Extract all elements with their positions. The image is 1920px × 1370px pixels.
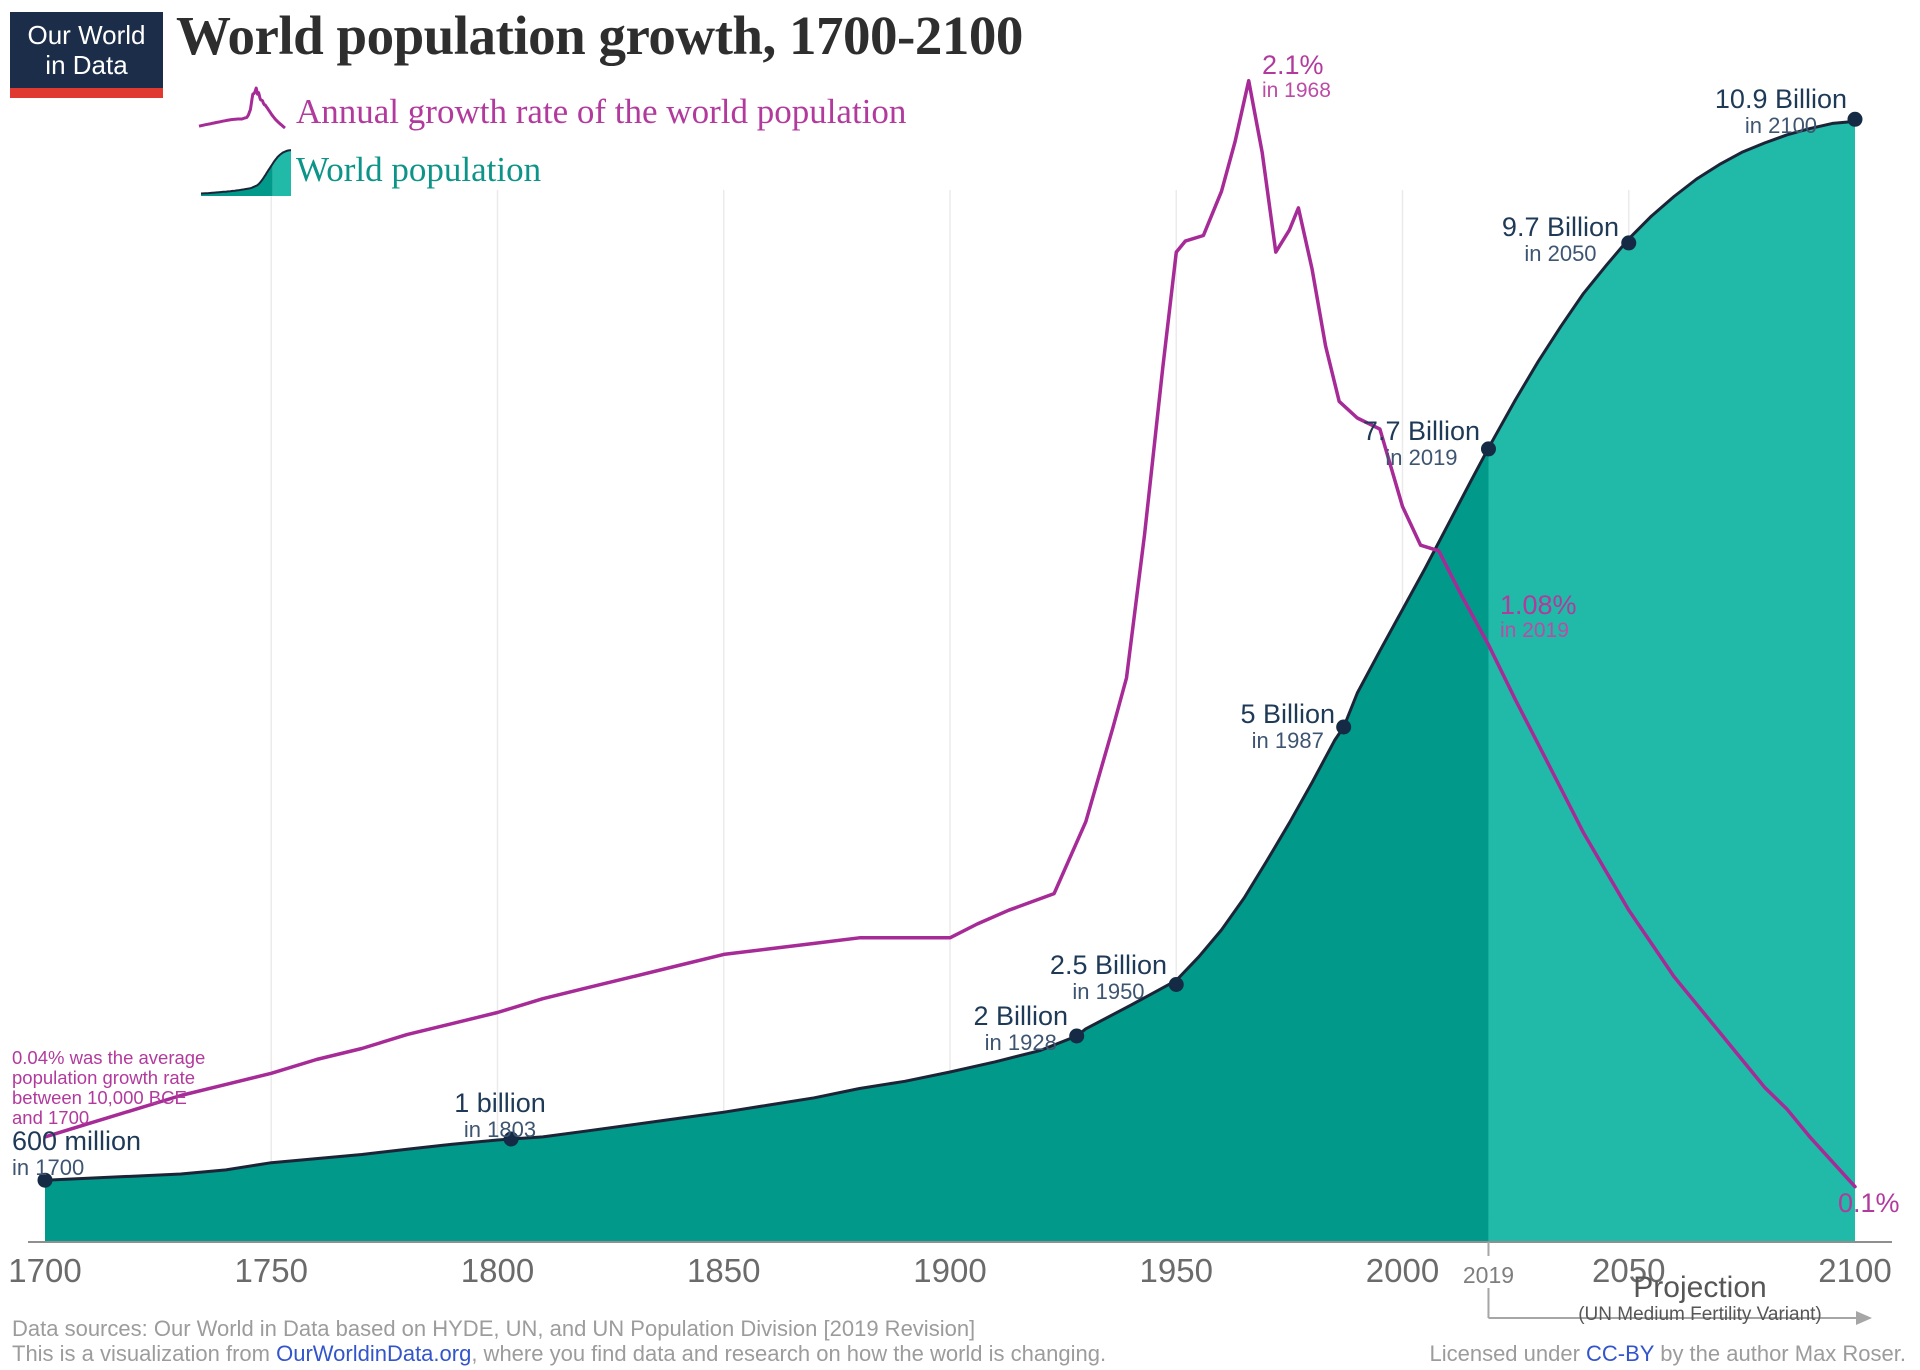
footer-license: Licensed under CC-BY by the author Max R… <box>1429 1341 1906 1367</box>
x-tick-label-2000: 2000 <box>1365 1252 1440 1289</box>
projection-arrow-head <box>1856 1311 1872 1325</box>
annotation-year: in 1928 <box>984 1030 1057 1055</box>
projection-label: Projection <box>1633 1271 1767 1304</box>
annotation-2-5-billion-1950: 2.5 Billion in 1950 <box>1050 950 1167 1003</box>
viz-suffix: , where you find data and research on ho… <box>471 1341 1107 1366</box>
data-point-dot-2050 <box>1621 235 1637 251</box>
note-line: and 1700 <box>12 1107 90 1128</box>
world-population-legend-icon <box>200 149 292 196</box>
projection-note: Projection (UN Medium Fertility Variant) <box>1530 1272 1870 1325</box>
owid-link[interactable]: OurWorldinData.org <box>276 1341 472 1366</box>
owid-logo[interactable]: Our World in Data <box>10 12 163 98</box>
owid-logo-text-line2: in Data <box>45 50 128 80</box>
owid-logo-text-line1: Our World <box>27 20 146 50</box>
population-mini-area-projection <box>272 150 291 196</box>
annotation-growth-2019: 1.08% in 2019 <box>1500 590 1577 642</box>
x-tick-label-1800: 1800 <box>460 1252 535 1289</box>
growth-rate-mini-line <box>198 86 286 130</box>
visualization-line: This is a visualization from OurWorldinD… <box>12 1341 1106 1366</box>
x-tick-label-2050: 2050 <box>1592 1252 1666 1289</box>
x-tick-label-1950: 1950 <box>1139 1252 1213 1289</box>
annotation-year: in 2050 <box>1524 241 1597 266</box>
x-tick-label-1850: 1850 <box>687 1252 761 1289</box>
annotation-value: 1.08% <box>1500 590 1577 620</box>
annotation-9-7-billion-2050: 9.7 Billion in 2050 <box>1502 212 1619 265</box>
annotation-year: in 1803 <box>463 1117 537 1142</box>
growth-rate-line <box>43 78 1857 1189</box>
population-line <box>44 119 1856 1182</box>
annotation-growth-2100: 0.1% <box>1838 1188 1900 1218</box>
annotation-year: in 2100 <box>1744 113 1818 138</box>
annotation-600-million-1700: 600 million in 1700 <box>12 1126 141 1179</box>
projection-sublabel: (UN Medium Fertility Variant) <box>1578 1304 1822 1325</box>
population-area-projection <box>1488 121 1855 1242</box>
data-point-dot-1928 <box>1069 1028 1085 1044</box>
cc-by-link[interactable]: CC-BY <box>1586 1341 1655 1366</box>
footer-left: Data sources: Our World in Data based on… <box>12 1316 1106 1366</box>
annotation-average-growth-note: 0.04% was the average population growth … <box>12 1048 205 1128</box>
annotation-1-billion-1803: 1 billion in 1803 <box>425 1088 575 1141</box>
owid-logo-red-bar <box>10 88 163 98</box>
data-point-dot-2100 <box>1847 111 1863 127</box>
page-title: World population growth, 1700-2100 <box>176 5 1023 66</box>
data-point-dot-1950 <box>1168 977 1184 992</box>
data-point-dot-1987 <box>1336 719 1352 735</box>
license-prefix: Licensed under <box>1429 1341 1587 1366</box>
legend-growth-rate-label: Annual growth rate of the world populati… <box>296 92 907 131</box>
annotation-7-7-billion-2019: 7.7 Billion in 2019 <box>1363 416 1480 469</box>
data-point-dot-1803 <box>503 1131 519 1147</box>
annotation-value: 1 billion <box>454 1088 546 1118</box>
legend-world-population-label: World population <box>296 150 542 189</box>
annotation-value: 9.7 Billion <box>1501 212 1619 242</box>
annotation-year: in 1950 <box>1072 979 1145 1004</box>
annotation-year: in 2019 <box>1385 445 1458 470</box>
note-line: 0.04% was the average <box>12 1047 206 1068</box>
annotation-value: 2.5 Billion <box>1049 950 1167 980</box>
note-line: population growth rate <box>12 1067 196 1088</box>
population-mini-area-historical <box>201 163 273 196</box>
annotation-10-9-billion-2100: 10.9 Billion in 2100 <box>1715 84 1847 137</box>
annotation-year: in 1700 <box>12 1155 85 1180</box>
annotation-value: 5 Billion <box>1240 699 1335 729</box>
note-line: between 10,000 BCE <box>12 1087 187 1108</box>
data-point-dot-1700 <box>37 1172 53 1188</box>
x-tick-label-2100: 2100 <box>1818 1252 1892 1289</box>
annotation-2-billion-1928: 2 Billion in 1928 <box>973 1001 1068 1054</box>
x-tick-label-1750: 1750 <box>234 1252 308 1289</box>
data-point-dot-2019 <box>1480 441 1496 457</box>
data-sources-line: Data sources: Our World in Data based on… <box>12 1316 976 1341</box>
annotation-value: 2.1% <box>1262 50 1324 80</box>
annotation-5-billion-1987: 5 Billion in 1987 <box>1240 699 1335 752</box>
license-suffix: by the author Max Roser. <box>1654 1341 1906 1366</box>
x-tick-label-1900: 1900 <box>913 1252 987 1289</box>
annotation-value: 2 Billion <box>973 1001 1068 1031</box>
viz-prefix: This is a visualization from <box>12 1341 277 1366</box>
growth-rate-legend-icon <box>198 86 286 130</box>
population-area-historical <box>45 447 1489 1242</box>
annotation-year: in 2019 <box>1500 619 1569 642</box>
x-axis-tick-2019: 2019 <box>1462 1262 1515 1288</box>
annotation-year: in 1968 <box>1262 79 1331 102</box>
annotation-value: 7.7 Billion <box>1362 416 1480 446</box>
annotation-value: 10.9 Billion <box>1714 84 1847 114</box>
annotation-value: 600 million <box>12 1126 142 1156</box>
annotation-growth-peak-1968: 2.1% in 1968 <box>1262 50 1331 102</box>
population-mini-line <box>200 149 292 195</box>
x-tick-label-1700: 1700 <box>8 1252 82 1289</box>
annotation-year: in 1987 <box>1251 728 1324 753</box>
